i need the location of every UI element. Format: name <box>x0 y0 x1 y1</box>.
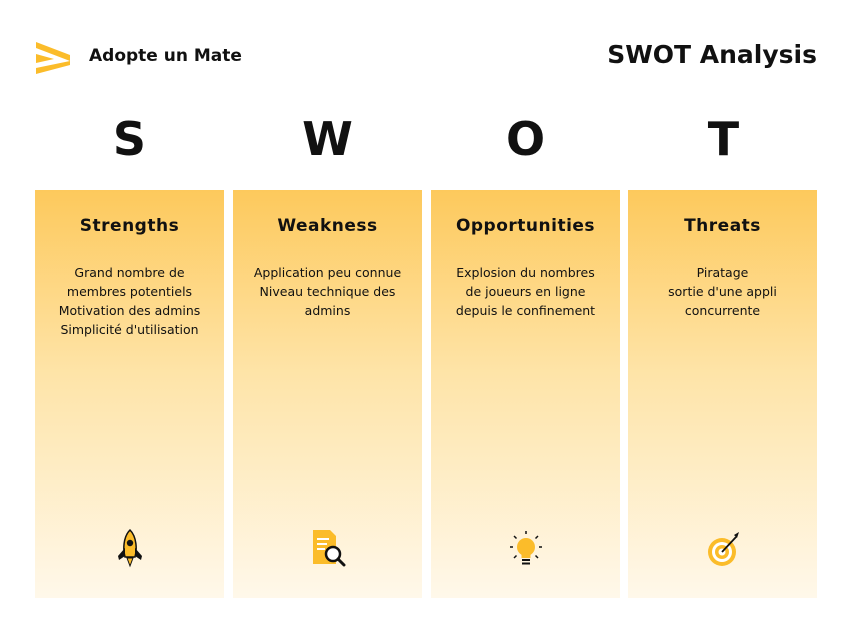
page-title: SWOT Analysis <box>607 40 817 69</box>
panel-body: Application peu connue Niveau technique … <box>239 263 416 320</box>
panel-line: Motivation des admins <box>58 303 201 318</box>
panel-line: Niveau technique des <box>259 284 396 299</box>
panel-body: Explosion du nombres de joueurs en ligne… <box>437 263 614 320</box>
panel-body: Grand nombre de membres potentiels Motiv… <box>41 263 218 339</box>
panel-line: Piratage <box>696 265 749 280</box>
rocket-icon <box>118 528 142 568</box>
panel-heading: Opportunities <box>455 216 596 236</box>
panel-line: sortie d'une appli <box>668 284 777 299</box>
target-icon <box>708 532 739 566</box>
panel-line: concurrente <box>684 303 761 318</box>
lightbulb-icon <box>510 531 542 565</box>
panel-line: admins <box>304 303 351 318</box>
swot-letters: S W O T <box>35 112 818 172</box>
letter-s: S <box>112 112 147 166</box>
panel-heading: Strengths <box>79 216 180 236</box>
panel-heading: Threats <box>684 216 761 236</box>
weakness-panel: Weakness Application peu connue Niveau t… <box>233 190 422 598</box>
letter-o: O <box>505 112 546 166</box>
panel-line: Explosion du nombres <box>456 265 595 280</box>
document-search-icon <box>313 530 346 567</box>
letter-w: W <box>302 112 353 166</box>
letter-t: T <box>707 112 740 166</box>
brand-logo-icon <box>36 42 70 74</box>
panel-line: Application peu connue <box>253 265 402 280</box>
threats-panel: Threats Piratage sortie d'une appli conc… <box>628 190 817 598</box>
panel-line: de joueurs en ligne <box>465 284 586 299</box>
panel-line: Grand nombre de <box>74 265 185 280</box>
panel-body: Piratage sortie d'une appli concurrente <box>634 263 811 320</box>
opportunities-panel: Opportunities Explosion du nombres de jo… <box>431 190 620 598</box>
brand-name: Adopte un Mate <box>89 46 242 66</box>
panel-line: membres potentiels <box>66 284 193 299</box>
panel-heading: Weakness <box>277 216 378 236</box>
strengths-panel: Strengths Grand nombre de membres potent… <box>35 190 224 598</box>
panel-line: Simplicité d'utilisation <box>60 322 199 337</box>
panel-line: depuis le confinement <box>455 303 596 318</box>
